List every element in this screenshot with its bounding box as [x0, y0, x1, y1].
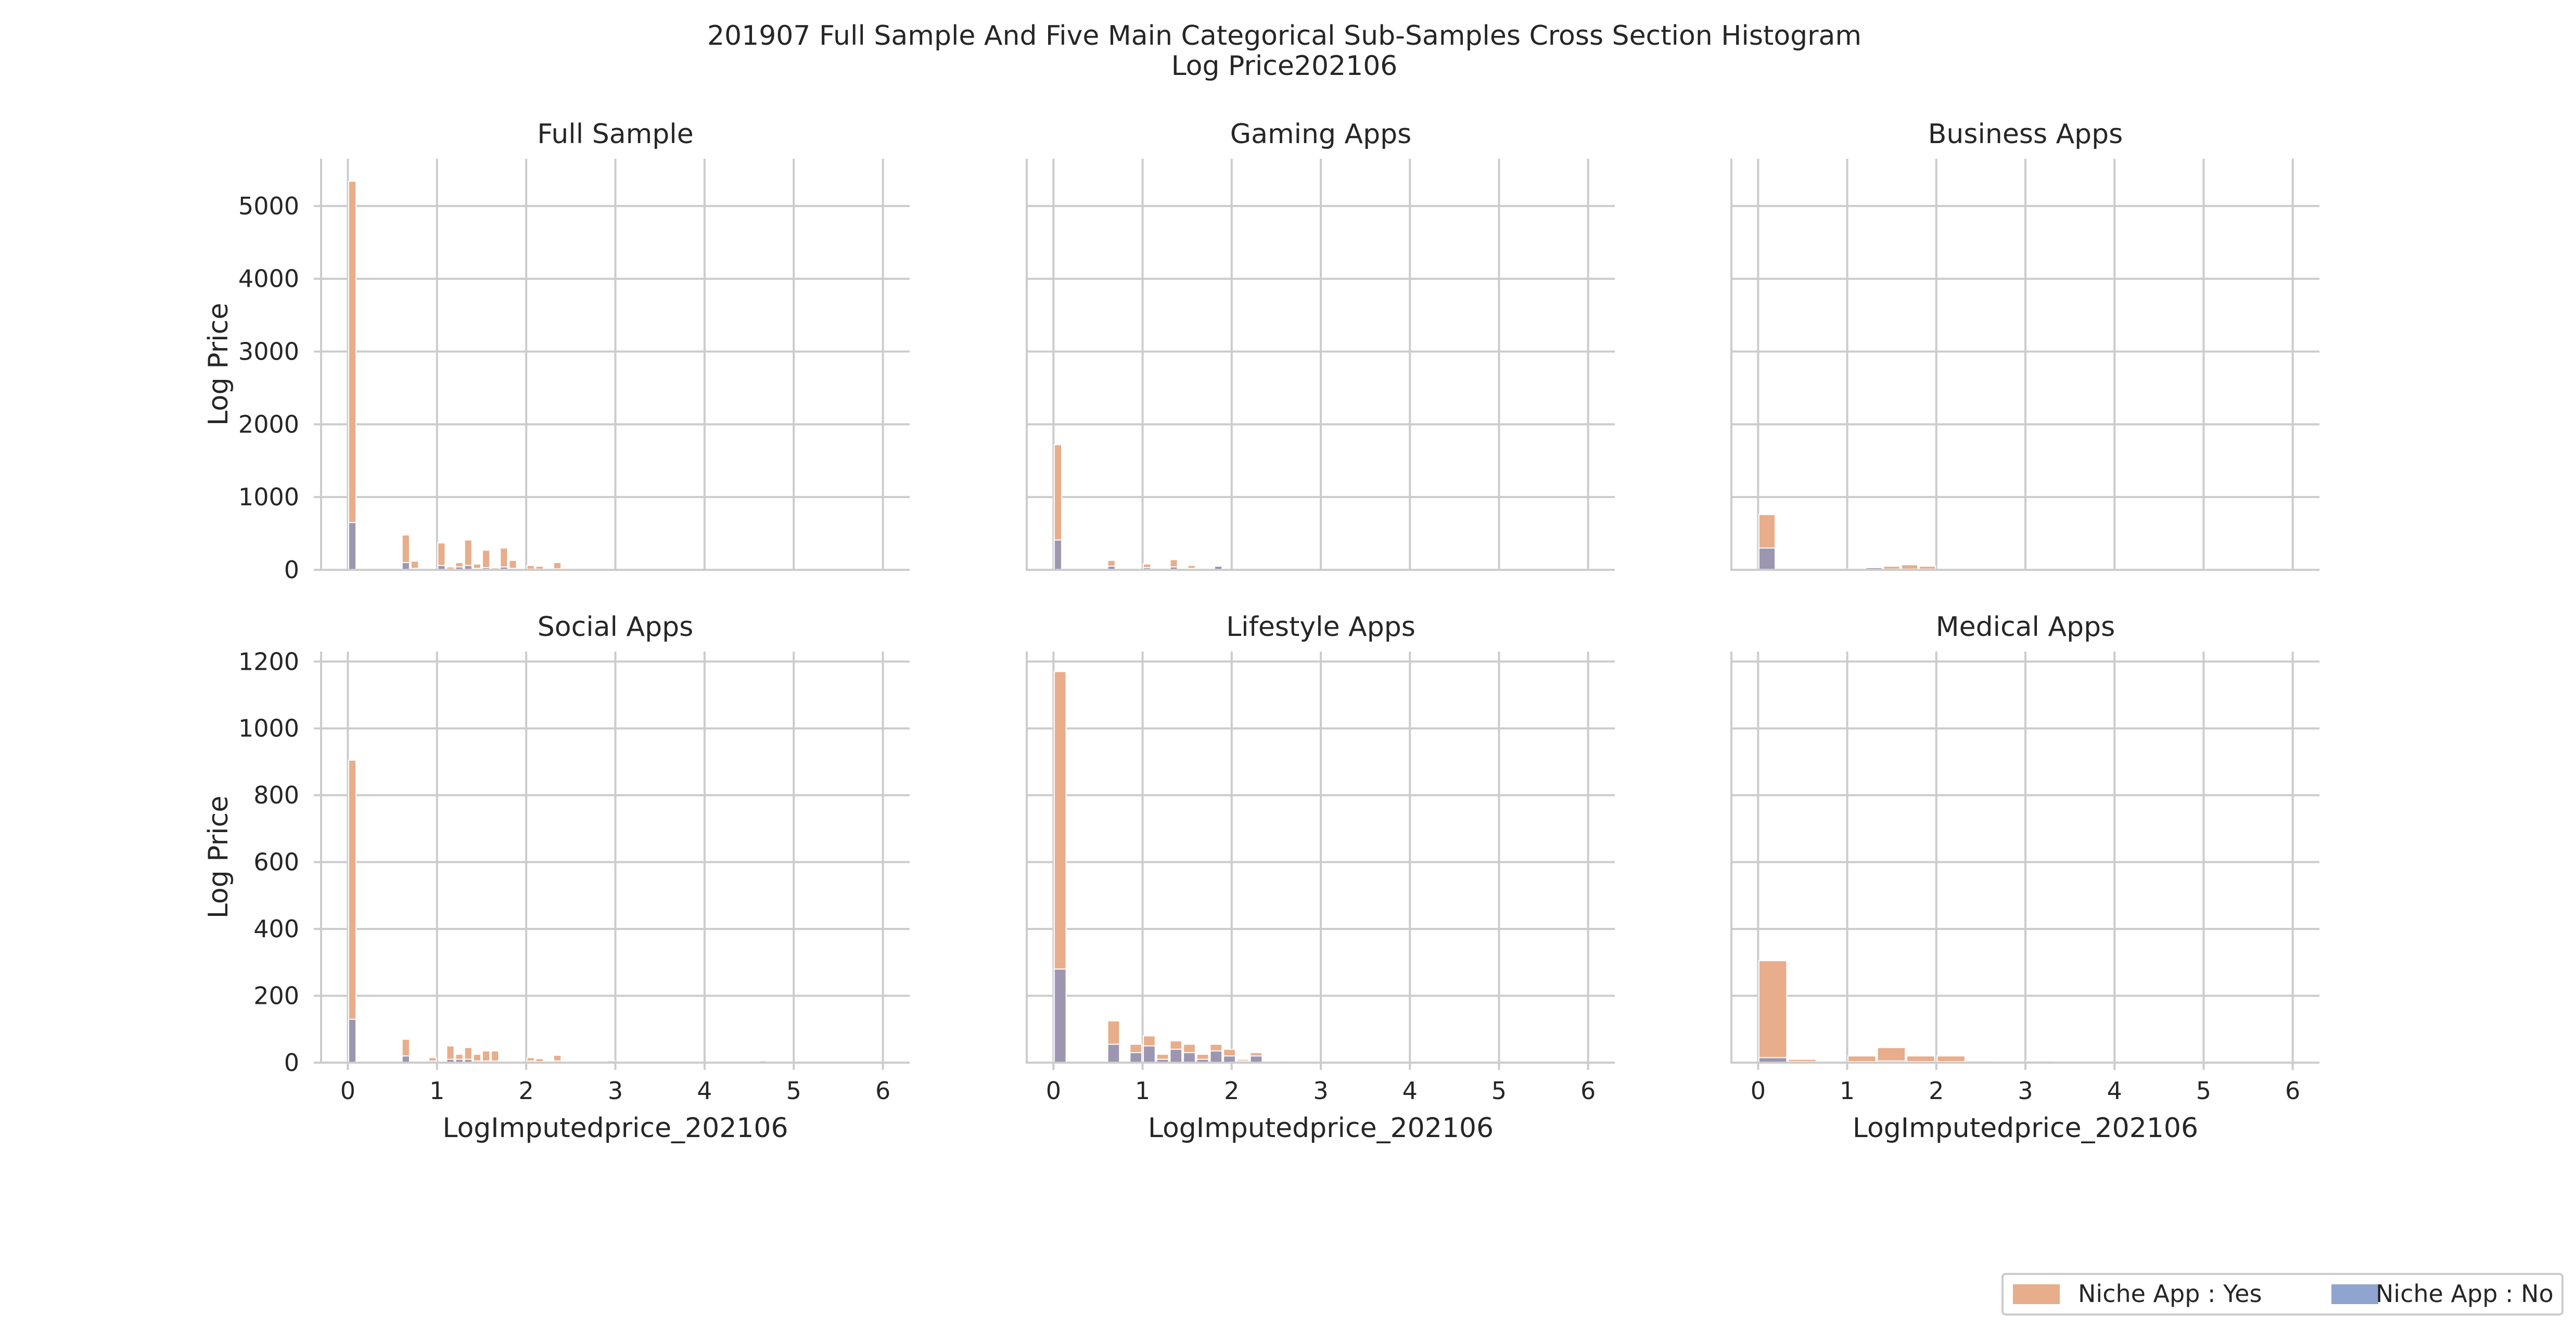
y-tick-label: 1000	[238, 483, 299, 511]
bar-niche-no	[1758, 547, 1776, 571]
panel-title: Social Apps	[538, 611, 693, 643]
panel-title: Gaming Apps	[1230, 119, 1411, 150]
x-tick-label: 0	[1751, 1077, 1766, 1105]
bar-niche-no	[1053, 539, 1062, 571]
bar-niche-no	[1143, 1045, 1156, 1064]
panel-title: Full Sample	[537, 119, 693, 150]
panel-title: Business Apps	[1928, 119, 2123, 150]
y-axis-label: Log Price	[203, 796, 234, 918]
x-tick-label: 2	[518, 1077, 533, 1105]
bar-niche-no	[348, 522, 357, 571]
y-tick-label: 0	[284, 556, 299, 584]
x-tick-label: 2	[1224, 1077, 1239, 1105]
legend: Niche App : Yes Niche App : No	[2001, 1273, 2564, 1316]
x-tick-label: 1	[429, 1077, 444, 1105]
x-tick-label: 6	[2285, 1077, 2300, 1105]
subplot-panel: 0 1 2 3 4 5 6 Medical Apps LogImputedprice_20210…	[1730, 611, 2319, 1144]
bar-niche-yes	[481, 550, 491, 571]
y-tick-label: 1200	[238, 647, 299, 675]
bar-niche-yes	[348, 759, 357, 1064]
bar-niche-no	[1209, 1050, 1223, 1064]
x-tick-label: 5	[2196, 1077, 2211, 1105]
x-tick-label: 6	[1580, 1077, 1596, 1105]
axis-spine	[1026, 652, 1615, 1064]
panel-title: Medical Apps	[1936, 611, 2115, 643]
bar-niche-no	[1107, 1043, 1120, 1064]
subplot-panel: Business Apps	[1730, 119, 2319, 571]
bar-niche-yes	[348, 181, 357, 570]
legend-frame	[2001, 1273, 2564, 1316]
x-tick-label: 0	[1046, 1077, 1061, 1105]
subplot-panel: 0 1000 2000 3000 4000 5000 Full Sample Log Pric…	[203, 119, 910, 584]
bar-niche-yes	[1758, 960, 1788, 1064]
panel-title: Lifestyle Apps	[1226, 611, 1415, 643]
bar-niche-no	[1169, 1049, 1183, 1064]
x-tick-label: 3	[608, 1077, 623, 1105]
y-tick-label: 2000	[238, 410, 299, 438]
x-tick-label: 4	[697, 1077, 712, 1105]
bar-niche-no	[401, 562, 410, 571]
y-tick-label: 0	[284, 1049, 299, 1077]
x-tick-label: 0	[340, 1077, 355, 1105]
bar-niche-no	[1129, 1052, 1143, 1063]
axis-spine	[1730, 652, 2319, 1064]
legend-swatch-no	[2331, 1284, 2378, 1304]
bar-niche-no	[1183, 1052, 1196, 1063]
bar-niche-yes	[1877, 1047, 1906, 1063]
x-axis-label: LogImputedprice_202106	[442, 1113, 788, 1144]
y-tick-label: 5000	[238, 192, 299, 220]
x-tick-label: 4	[1402, 1077, 1418, 1105]
subplot-panel: 0 1 2 3 4 5 6 Lifestyle Apps LogImputedprice_202…	[1026, 611, 1615, 1144]
axis-spine	[320, 652, 910, 1064]
x-tick-label: 2	[1929, 1077, 1944, 1105]
y-tick-label: 4000	[238, 265, 299, 293]
bar-niche-no	[348, 1018, 357, 1063]
x-tick-label: 5	[786, 1077, 801, 1105]
y-tick-label: 600	[253, 848, 299, 876]
y-tick-label: 800	[253, 781, 299, 809]
y-tick-label: 200	[253, 982, 299, 1010]
x-tick-label: 6	[875, 1077, 890, 1105]
y-axis-label: Log Price	[203, 303, 234, 426]
legend-label-no: Niche App : No	[2376, 1280, 2554, 1308]
x-tick-label: 3	[1313, 1077, 1328, 1105]
subplot-panel: Gaming Apps	[1026, 119, 1615, 571]
axis-spine	[1730, 159, 2319, 571]
x-axis-label: LogImputedprice_202106	[1853, 1113, 2198, 1144]
x-axis-label: LogImputedprice_202106	[1148, 1113, 1494, 1144]
bar-niche-no	[1053, 968, 1067, 1063]
axis-spine	[320, 159, 910, 571]
figure-title-line1: 201907 Full Sample And Five Main Categor…	[707, 20, 1861, 52]
figure-title-line2: Log Price202106	[1171, 50, 1398, 82]
subplot-panel: 0 200 400 600 800 1000 1200 0 1 2 3 4 5 6 Social Apps L…	[203, 611, 910, 1144]
legend-swatch-yes	[2013, 1284, 2060, 1304]
x-tick-label: 4	[2107, 1077, 2122, 1105]
legend-label-yes: Niche App : Yes	[2078, 1280, 2262, 1308]
x-tick-label: 1	[1135, 1077, 1150, 1105]
x-tick-label: 5	[1491, 1077, 1507, 1105]
x-tick-label: 1	[1840, 1077, 1855, 1105]
x-tick-label: 3	[2018, 1077, 2033, 1105]
y-tick-label: 400	[253, 915, 299, 943]
axis-spine	[1026, 159, 1615, 571]
y-tick-label: 3000	[238, 338, 299, 366]
y-tick-label: 1000	[238, 714, 299, 743]
